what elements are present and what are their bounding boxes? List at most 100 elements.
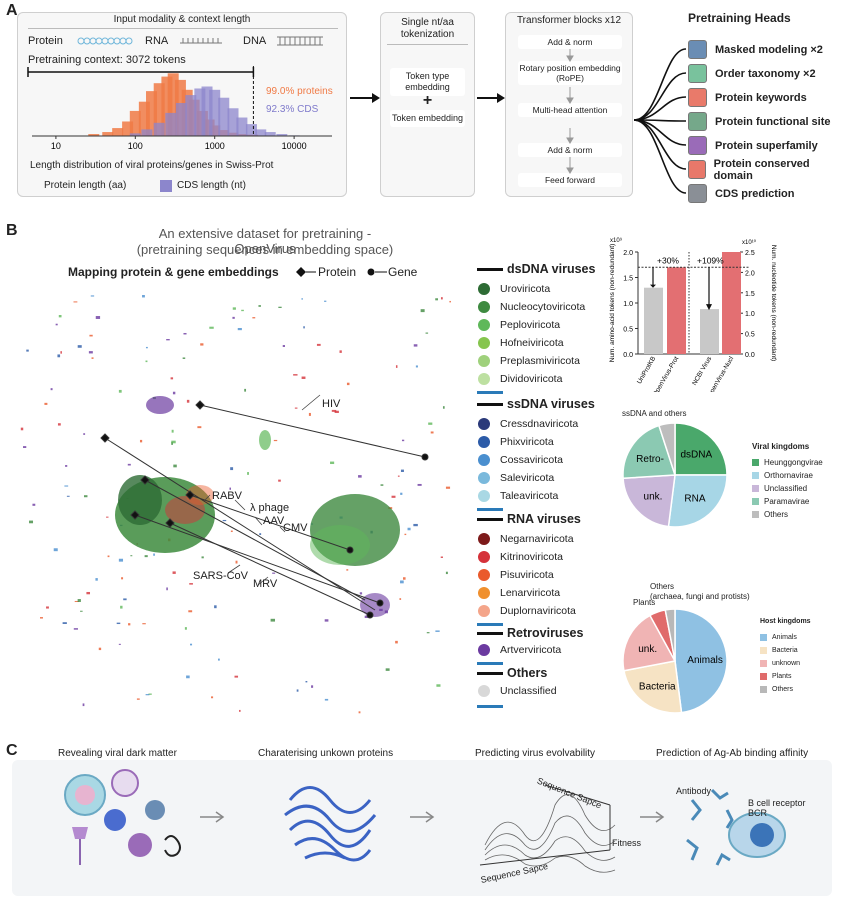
scatter-speck <box>148 693 152 695</box>
panel-a-label: A <box>6 2 18 19</box>
transformer-block-rope: Rotary position embedding (RoPE) <box>518 61 622 85</box>
legend-label: Peploviricota <box>500 319 561 331</box>
annotation-sars-cov: SARS-CoV <box>193 570 249 582</box>
scatter-speck <box>435 298 438 301</box>
pie-slice-label: Bacteria <box>639 681 676 692</box>
pie-legend-swatch <box>752 485 759 492</box>
scatter-speck <box>428 422 433 425</box>
legend-item: Dividoviricota <box>478 373 562 385</box>
tok-right-tick-label: 1.5 <box>745 291 755 298</box>
transformer-block-add-norm-1: Add & norm <box>518 35 622 49</box>
pie-legend-label: Others <box>764 510 789 519</box>
legend-separator <box>477 508 503 511</box>
scatter-speck <box>301 376 306 379</box>
scatter-speck <box>436 684 441 687</box>
scatter-speck <box>77 599 81 602</box>
tok-category-label: NCBI Virus <box>691 355 713 387</box>
legend-item: Artverviricota <box>478 644 561 656</box>
scatter-speck <box>142 295 145 298</box>
scatter-speck <box>282 345 285 347</box>
antibody-label: Antibody <box>676 786 712 796</box>
legend-protein-length: Protein length (aa) <box>44 180 127 191</box>
histogram-tick-label: 10 <box>51 141 61 151</box>
scatter-speck <box>127 463 131 466</box>
length-histogram: 10 100 1000 10000 <box>27 66 332 151</box>
token-count-chart: 0.0 0.5 1.0 1.5 2.0 0.0 0.5 1.0 1.5 2.0 2.5 x10⁹ x10… <box>609 237 777 392</box>
scatter-speck <box>241 309 244 312</box>
scatter-speck <box>188 610 193 613</box>
pie-legend-swatch <box>752 498 759 505</box>
app-title-dark-matter: Revealing viral dark matter <box>58 748 177 759</box>
tok-left-tick-label: 0.0 <box>623 352 633 359</box>
pie-legend-label: Paramavirae <box>764 497 810 506</box>
scatter-speck <box>324 698 329 701</box>
legend-item: Pisuviricota <box>478 569 554 581</box>
scatter-speck <box>171 442 173 445</box>
scatter-speck <box>232 307 236 310</box>
pie-legend-item: Bacteria <box>760 647 798 654</box>
legend-item: Unclassified <box>478 685 557 697</box>
head-swatch <box>688 160 706 179</box>
legend-category-label: dsDNA viruses <box>507 262 596 276</box>
histogram-bar <box>245 124 257 136</box>
histogram-bar <box>276 134 288 136</box>
scatter-speck <box>334 410 339 413</box>
pie-slice <box>674 422 728 476</box>
scatter-speck <box>230 467 234 471</box>
histogram-bar <box>88 134 100 136</box>
scatter-speck <box>107 555 110 558</box>
heads-fanout-arrows <box>634 48 687 194</box>
scatter-speck <box>88 351 93 354</box>
pie-legend-label: Bacteria <box>772 647 798 654</box>
tok-left-unit: x10⁹ <box>610 237 623 244</box>
pie-slice <box>622 474 676 528</box>
app-title-evolvability: Predicting virus evolvability <box>475 748 596 759</box>
scatter-speck <box>64 485 69 487</box>
tok-right-tick-label: 0.0 <box>745 352 755 359</box>
scatter-speck <box>324 300 327 302</box>
dna-modality-label: DNA <box>243 35 267 47</box>
scatter-speck <box>116 622 121 625</box>
openvirus-subtitle: (pretraining sequences in embedding spac… <box>136 242 394 257</box>
scatter-speck <box>20 427 24 431</box>
scatter-speck <box>442 406 445 409</box>
panel-c-label: C <box>6 742 18 759</box>
scatter-speck <box>166 339 170 341</box>
scatter-speck <box>397 475 400 477</box>
scatter-speck <box>278 479 281 482</box>
tok-annotation: +30% <box>657 255 679 265</box>
scatter-speck <box>82 703 85 707</box>
scatter-speck <box>80 610 83 612</box>
scatter-speck <box>50 388 53 391</box>
annotation-aav: AAV <box>263 515 285 527</box>
histogram-tick-label: 10000 <box>282 141 307 151</box>
scatter-speck <box>435 630 440 632</box>
scatter-speck <box>57 423 61 426</box>
head-protein-keywords: Protein keywords <box>688 88 807 107</box>
head-cds-prediction: CDS prediction <box>688 184 794 203</box>
pie-legend-item: Paramavirae <box>752 497 809 506</box>
histogram-bar <box>218 97 230 136</box>
cluster-left <box>115 475 215 553</box>
rna-strand-icon <box>180 38 222 44</box>
protein-chain-icon <box>77 37 133 45</box>
pie-legend-swatch <box>760 647 767 654</box>
scatter-speck <box>139 439 143 443</box>
modality-title-rule <box>28 28 338 29</box>
scatter-speck <box>339 350 342 353</box>
pie-slice-label: RNA <box>684 494 705 505</box>
tok-right-unit: x10¹⁰ <box>742 239 757 246</box>
scatter-speck <box>273 439 278 442</box>
scatter-speck <box>171 440 176 444</box>
viral-kingdom-pie: dsDNA RNA unk. Retro- <box>622 422 728 528</box>
pie-slice <box>623 660 683 714</box>
arrow-icon <box>640 811 665 823</box>
scatter-speck <box>359 592 363 595</box>
transformer-flow-arrows <box>566 49 574 174</box>
pie-legend-swatch <box>760 686 767 693</box>
tok-right-tick-label: 2.0 <box>745 270 755 277</box>
legend-item: Duplornaviricota <box>478 605 576 617</box>
scatter-speck <box>44 402 48 405</box>
legend-label: Hofneiviricota <box>500 337 564 349</box>
scatter-speck <box>278 306 282 308</box>
